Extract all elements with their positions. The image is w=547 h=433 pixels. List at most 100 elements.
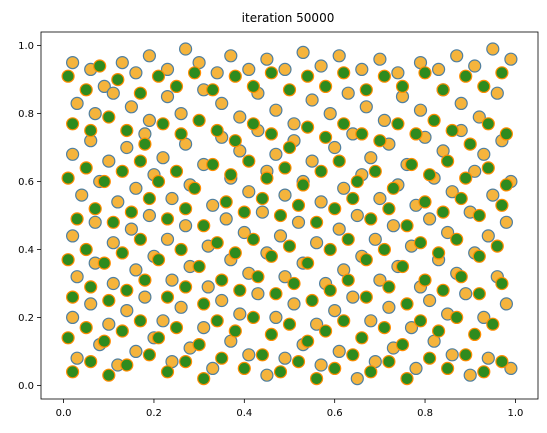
y-tick-label: 0.6 <box>18 177 34 188</box>
scatter-point-s0-31 <box>160 89 175 104</box>
scatter-point-s1-59 <box>242 154 256 168</box>
scatter-point-s0-124 <box>106 276 120 291</box>
scatter-point-s1-110 <box>282 239 297 253</box>
scatter-point-s1-177 <box>197 372 211 386</box>
scatter-point-s0-28 <box>106 86 120 100</box>
scatter-point-s0-11 <box>242 62 256 77</box>
scatter-point-s1-115 <box>377 242 391 257</box>
scatter-point-s0-106 <box>219 212 233 226</box>
scatter-point-s0-153 <box>215 293 229 308</box>
scatter-point-s0-127 <box>165 273 179 287</box>
scatter-point-s0-146 <box>84 297 98 311</box>
scatter-point-s0-17 <box>355 62 369 77</box>
scatter-point-s0-76 <box>111 195 125 209</box>
scatter-point-s1-175 <box>160 365 175 379</box>
scatter-point-s1-5 <box>151 69 166 83</box>
scatter-point-s0-9 <box>210 66 224 80</box>
scatter-point-s1-149 <box>115 324 129 338</box>
scatter-point-s1-35 <box>264 127 278 141</box>
scatter-point-s1-26 <box>102 110 116 124</box>
scatter-point-s1-193 <box>495 355 509 369</box>
scatter-point-s1-122 <box>65 290 80 304</box>
scatter-point-s0-90 <box>373 191 387 206</box>
scatter-point-s0-85 <box>278 188 292 202</box>
y-tick-label: 1.0 <box>18 41 34 52</box>
scatter-point-s1-48 <box>499 127 513 141</box>
scatter-point-s0-155 <box>251 287 265 301</box>
scatter-point-s1-41 <box>373 134 387 148</box>
scatter-point-s1-69 <box>423 168 437 182</box>
scatter-point-s0-159 <box>328 304 342 318</box>
scatter-point-s1-180 <box>255 348 269 362</box>
scatter-point-s1-160 <box>319 324 333 338</box>
scatter-point-s1-142 <box>436 283 450 297</box>
scatter-point-s0-42 <box>359 100 373 114</box>
scatter-point-s0-5 <box>142 49 156 63</box>
scatter-point-s0-122 <box>70 270 84 284</box>
axes-frame <box>40 31 539 400</box>
scatter-point-s1-51 <box>97 174 111 189</box>
scatter-point-s0-3 <box>115 55 129 70</box>
scatter-point-s1-27 <box>120 123 134 138</box>
scatter-point-s1-140 <box>400 297 414 311</box>
scatter-point-s1-184 <box>328 361 342 375</box>
scatter-point-s0-145 <box>65 310 80 324</box>
scatter-point-s1-76 <box>106 215 120 229</box>
scatter-point-s0-95 <box>468 164 482 178</box>
scatter-point-s0-151 <box>174 300 188 314</box>
scatter-point-s1-55 <box>169 164 184 178</box>
scatter-point-s1-187 <box>382 355 396 369</box>
scatter-point-s0-22 <box>450 49 464 63</box>
scatter-point-s0-149 <box>138 290 152 304</box>
scatter-point-s0-30 <box>142 113 156 128</box>
scatter-point-s1-60 <box>260 171 274 185</box>
scatter-point-s1-116 <box>395 259 410 274</box>
scatter-point-s1-179 <box>237 361 251 375</box>
scatter-point-s1-138 <box>359 290 373 304</box>
scatter-point-s1-190 <box>441 361 455 375</box>
scatter-point-s0-103 <box>160 232 175 246</box>
scatter-point-s1-159 <box>301 334 315 348</box>
scatter-point-s1-102 <box>133 232 147 246</box>
scatter-point-s0-192 <box>504 361 518 375</box>
scatter-point-s1-134 <box>287 276 301 291</box>
scatter-point-s1-8 <box>206 83 220 97</box>
scatter-point-s1-144 <box>472 287 486 301</box>
scatter-point-s1-188 <box>400 372 414 386</box>
scatter-point-s1-113 <box>341 232 355 246</box>
scatter-point-s1-81 <box>197 219 211 233</box>
scatter-point-s1-37 <box>301 120 315 134</box>
scatter-point-s1-72 <box>481 161 495 175</box>
scatter-point-s1-93 <box>418 195 432 209</box>
scatter-point-s1-88 <box>328 202 342 216</box>
scatter-point-s1-65 <box>350 174 364 189</box>
scatter-point-s1-181 <box>273 365 288 379</box>
scatter-point-s1-90 <box>364 212 378 226</box>
scatter-point-s1-117 <box>413 236 428 250</box>
scatter-point-s0-189 <box>445 348 459 362</box>
scatter-point-s0-100 <box>106 236 120 250</box>
scatter-point-s0-184 <box>350 372 364 386</box>
scatter-point-s1-107 <box>228 246 242 260</box>
scatter-point-s0-160 <box>346 290 360 304</box>
scatter-point-s0-23 <box>468 59 482 73</box>
scatter-point-s0-121 <box>499 215 513 229</box>
scatter-point-s1-112 <box>323 242 337 257</box>
scatter-point-s1-1 <box>79 83 93 97</box>
scatter-point-s0-32 <box>174 106 188 121</box>
scatter-point-s0-138 <box>373 273 387 287</box>
scatter-point-s0-168 <box>499 297 513 311</box>
scatter-point-s0-39 <box>305 93 319 107</box>
scatter-point-s0-77 <box>129 181 143 195</box>
scatter-point-s1-161 <box>337 314 351 328</box>
scatter-point-s1-130 <box>215 273 229 287</box>
scatter-point-s0-117 <box>423 212 437 226</box>
scatter-point-s1-165 <box>413 314 428 328</box>
scatter-point-s0-111 <box>310 236 324 250</box>
scatter-point-s0-162 <box>382 300 396 314</box>
scatter-point-s0-50 <box>65 147 80 161</box>
scatter-point-s1-128 <box>179 280 193 294</box>
scatter-point-s1-148 <box>97 334 111 348</box>
scatter-point-s1-74 <box>70 212 84 226</box>
points-layer <box>61 42 518 386</box>
